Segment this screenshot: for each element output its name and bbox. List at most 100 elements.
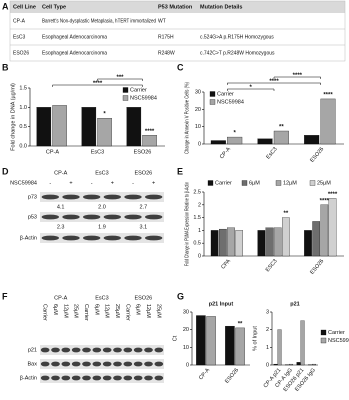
table-header: P53 Mutation: [158, 4, 193, 10]
y-tick-label: 0: [198, 253, 201, 259]
panel-label: C: [177, 62, 184, 72]
bracket-label: ****: [269, 79, 279, 85]
bar: [273, 227, 282, 257]
bar: [81, 107, 97, 147]
table-header: Cell Type: [42, 4, 66, 10]
y-tick-label: 10: [195, 124, 201, 130]
band: [124, 214, 142, 220]
legend-label: NSC59984: [328, 338, 349, 344]
bar: [328, 198, 337, 257]
bracket: [273, 76, 321, 79]
bar: [142, 135, 157, 147]
legend-label: Carrier: [328, 330, 345, 336]
legend-label: 12µM: [283, 180, 297, 186]
band: [144, 361, 153, 367]
bar: [210, 140, 226, 145]
significance: ****: [320, 198, 330, 204]
legend-swatch: [209, 91, 216, 97]
band: [144, 235, 163, 241]
table-header-bg: [10, 1, 345, 13]
table-cell: R175H: [158, 34, 174, 40]
group-label: EsC3: [95, 170, 108, 176]
table-cell: ESO26: [13, 50, 29, 56]
bar: [273, 130, 289, 145]
table-border: [9, 0, 346, 62]
band: [61, 347, 71, 353]
band: [41, 214, 60, 220]
band: [61, 361, 71, 367]
lane-label: 6µM: [52, 304, 58, 315]
x-tick-label: EsC3: [265, 146, 278, 160]
legend-label: 25µM: [317, 180, 331, 186]
legend-swatch: [309, 180, 316, 186]
band: [103, 194, 122, 200]
bracket: [52, 84, 143, 87]
band: [133, 375, 143, 381]
band: [113, 361, 122, 367]
legend-swatch: [122, 87, 129, 93]
lane-label: 25µM: [114, 304, 120, 318]
band: [82, 194, 101, 200]
y-tick-label: 1.5: [19, 85, 27, 91]
bar: [227, 136, 243, 145]
band: [144, 347, 153, 353]
legend-label: 6µM: [249, 180, 260, 186]
y-tick-label: 1.0: [19, 105, 27, 111]
y-tick-label: 0: [186, 362, 189, 368]
x-tick-label: ESO26: [309, 146, 325, 163]
bar: [210, 230, 219, 257]
band: [82, 347, 91, 353]
lane-label: 12µM: [62, 304, 68, 318]
band: [71, 375, 81, 381]
chart-title: p21 Input: [209, 301, 234, 307]
bar: [206, 316, 216, 366]
lane-label: Carrier: [83, 304, 89, 321]
bar: [296, 362, 301, 366]
bar: [320, 98, 336, 145]
blot-strip: [40, 233, 164, 243]
table-cell: WT: [158, 18, 166, 24]
bracket: [97, 78, 143, 81]
x-tick-label: CP-A: [198, 367, 211, 381]
table-header: Mutation Details: [200, 4, 242, 10]
bar: [312, 221, 320, 257]
y-tick-label: 2: [198, 202, 201, 208]
y-tick-label: 0: [198, 141, 201, 147]
y-tick-label: 30: [183, 309, 189, 315]
band: [82, 214, 101, 220]
y-tick-label: 1: [266, 345, 269, 351]
chart-title: p21: [290, 301, 299, 307]
significance: **: [284, 211, 289, 217]
protein-label: p21: [28, 347, 37, 353]
band: [82, 375, 91, 381]
lane-label: -: [49, 180, 51, 186]
lane-label: -: [132, 180, 134, 186]
lane-label: 6µM: [135, 304, 141, 315]
table-cell: EsC3: [13, 34, 25, 40]
bar: [277, 329, 282, 366]
significance: *: [103, 112, 106, 118]
y-tick-label: 20: [195, 107, 201, 113]
panel-label: D: [2, 166, 9, 176]
bracket-label: ****: [293, 73, 303, 79]
legend-label: Carrier: [217, 91, 234, 97]
band: [133, 347, 143, 353]
bar: [282, 217, 290, 257]
y-axis-label: Change in Annexin V Positive Cells (%): [184, 82, 190, 154]
bracket-label: ***: [116, 75, 124, 81]
group-label: CP-A: [54, 170, 67, 176]
panel-label: G: [177, 291, 184, 301]
bar: [196, 315, 206, 366]
band: [51, 347, 60, 353]
significance: ****: [145, 129, 155, 135]
table-cell: Barrett's Non-dysplastic Metaplasia, hTE…: [42, 18, 156, 24]
lane-label: Carrier: [42, 304, 48, 321]
lane-label: Carrier: [124, 304, 130, 321]
band: [92, 347, 102, 353]
legend-swatch: [320, 329, 327, 336]
bar: [304, 135, 320, 145]
y-axis-label: Ct: [172, 335, 178, 341]
panel-label: B: [2, 62, 9, 72]
band: [133, 361, 143, 367]
y-tick-label: 2.5: [193, 189, 201, 195]
